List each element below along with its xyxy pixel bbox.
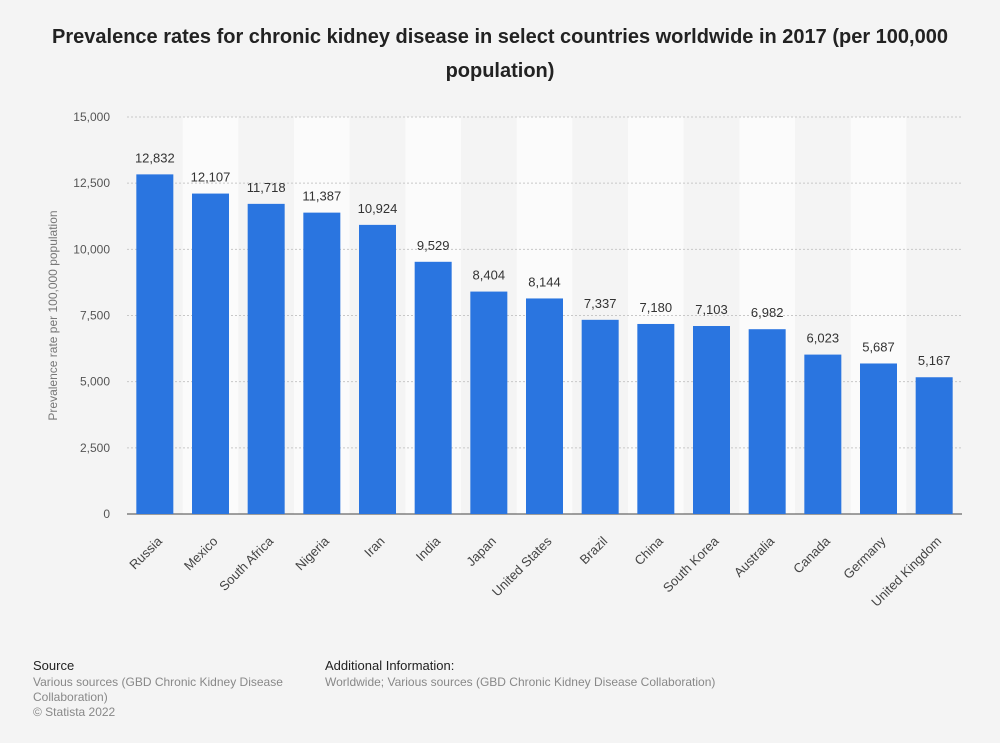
x-tick-label: Germany <box>840 533 889 582</box>
value-label: 11,718 <box>247 180 286 195</box>
y-tick-label: 5,000 <box>80 375 110 389</box>
y-tick-label: 12,500 <box>73 176 110 190</box>
value-label: 11,387 <box>302 189 341 204</box>
value-label: 8,404 <box>473 268 506 283</box>
additional-info-text: Worldwide; Various sources (GBD Chronic … <box>325 675 716 689</box>
x-tick-label: Nigeria <box>292 533 332 573</box>
y-tick-label: 0 <box>103 507 110 521</box>
x-tick-label: Brazil <box>577 533 611 567</box>
source-block: Source Various sources (GBD Chronic Kidn… <box>33 658 303 720</box>
y-tick-label: 10,000 <box>73 242 110 256</box>
x-tick-label: Iran <box>361 534 387 560</box>
bar <box>804 354 842 514</box>
value-label: 6,982 <box>751 305 784 320</box>
bar <box>860 363 897 514</box>
bar <box>581 319 619 514</box>
value-label: 7,180 <box>640 300 673 315</box>
chart-title: Prevalence rates for chronic kidney dise… <box>52 26 948 82</box>
source-text: Various sources (GBD Chronic Kidney Dise… <box>33 675 283 704</box>
bar <box>414 261 452 514</box>
bar <box>470 291 508 514</box>
value-label: 5,167 <box>918 353 951 368</box>
x-tick-label: India <box>413 533 444 564</box>
x-tick-label: United States <box>489 533 555 599</box>
value-label: 12,832 <box>135 150 175 165</box>
bar <box>915 377 953 514</box>
additional-info-heading: Additional Information: <box>325 658 455 673</box>
x-tick-label: Canada <box>790 533 833 576</box>
x-tick-label: Russia <box>126 533 165 572</box>
y-tick-label: 2,500 <box>80 441 110 455</box>
bar <box>136 174 174 514</box>
value-label: 7,103 <box>695 302 728 317</box>
value-label: 10,924 <box>358 201 398 216</box>
bar <box>693 326 730 514</box>
additional-info-block: Additional Information: Worldwide; Vario… <box>325 658 825 690</box>
bar <box>359 224 396 515</box>
y-tick-label: 15,000 <box>73 110 110 124</box>
x-tick-label: Mexico <box>181 534 221 574</box>
bar <box>303 212 341 514</box>
bar <box>247 203 285 515</box>
y-tick-label: 7,500 <box>80 309 110 323</box>
x-tick-label: South Africa <box>216 533 277 594</box>
x-tick-label: Japan <box>463 534 499 570</box>
value-label: 12,107 <box>191 170 231 185</box>
x-tick-label: South Korea <box>660 533 722 595</box>
value-label: 6,023 <box>807 331 840 346</box>
value-label: 5,687 <box>862 339 895 354</box>
x-tick-label: Australia <box>731 533 778 580</box>
bar-chart: 0 2,500 5,000 7,500 10,000 12,500 15,000 Preval… <box>46 110 962 610</box>
value-label: 7,337 <box>584 296 617 311</box>
y-axis-label: Prevalence rate per 100,000 population <box>46 210 60 420</box>
bar <box>748 329 786 514</box>
bar <box>637 323 675 514</box>
x-tick-label: China <box>631 533 666 568</box>
copyright-text: © Statista 2022 <box>33 705 116 719</box>
value-label: 8,144 <box>528 274 561 289</box>
value-label: 9,529 <box>417 238 450 253</box>
bar <box>526 298 563 514</box>
bar <box>192 193 229 515</box>
source-heading: Source <box>33 658 75 673</box>
